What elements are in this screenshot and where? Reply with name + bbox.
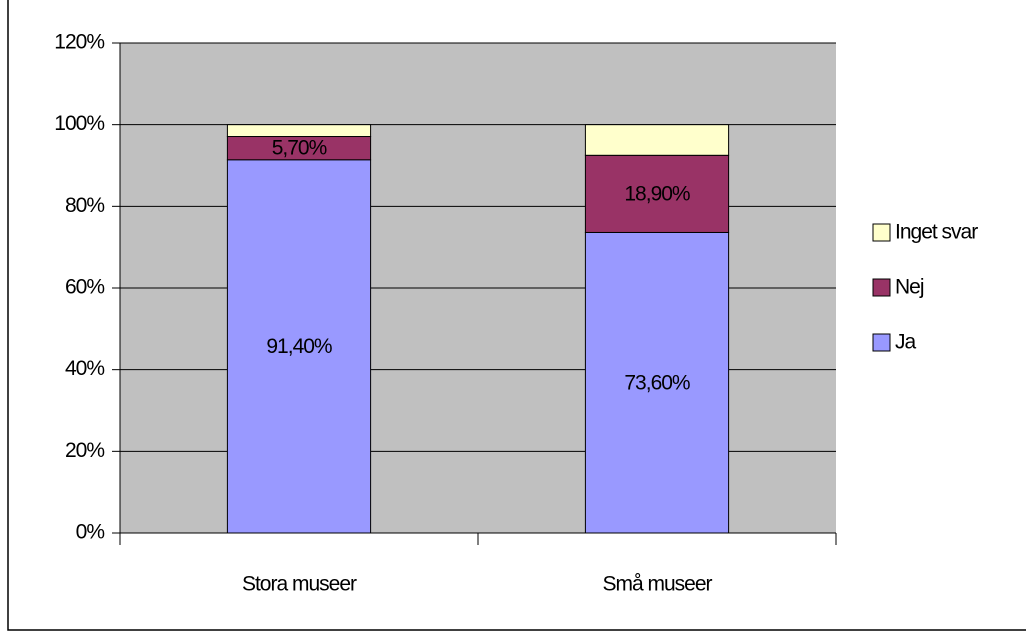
legend-label: Nej — [895, 276, 924, 299]
y-tick-label: 0% — [76, 521, 105, 544]
y-tick-label: 120% — [54, 31, 104, 54]
y-tick-label: 60% — [65, 276, 104, 299]
bar-segment — [584, 124, 730, 156]
data-label: 73,60% — [624, 371, 690, 394]
bar-segment — [584, 154, 730, 233]
y-tick-label: 40% — [65, 357, 104, 380]
x-tick-label: Små museer — [602, 573, 712, 596]
legend-swatch — [872, 333, 891, 352]
bar-segment — [584, 231, 730, 534]
bar-segment — [226, 159, 372, 534]
data-label: 18,90% — [624, 182, 690, 205]
x-tick-label: Stora museer — [242, 573, 357, 596]
legend-label: Inget svar — [895, 221, 978, 244]
bar-segment — [226, 124, 372, 138]
y-tick-label: 20% — [65, 439, 104, 462]
legend-swatch — [872, 223, 891, 242]
y-tick-label: 100% — [54, 112, 104, 135]
y-tick-label: 80% — [65, 194, 104, 217]
legend-swatch — [872, 278, 891, 297]
data-label: 5,70% — [272, 137, 327, 160]
data-label: 91,40% — [266, 335, 332, 358]
legend-label: Ja — [895, 331, 917, 354]
